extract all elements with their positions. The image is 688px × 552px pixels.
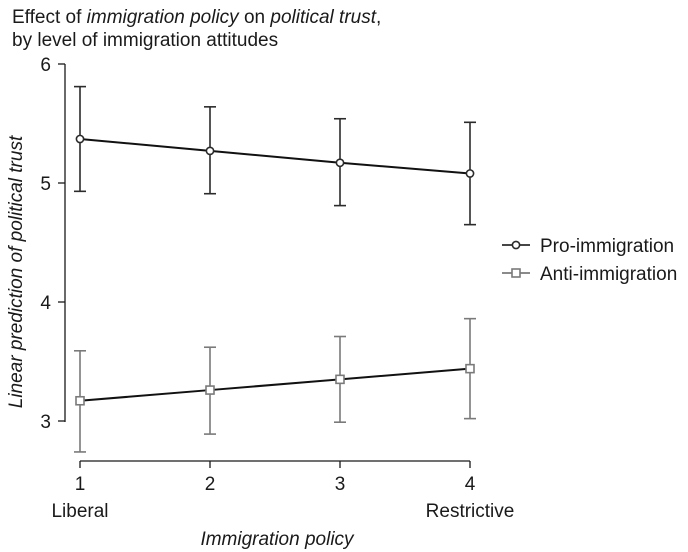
x-tick-sublabel: Liberal xyxy=(51,501,108,522)
y-tick-label: 6 xyxy=(40,55,51,76)
data-point-marker xyxy=(465,169,475,178)
y-tick-label: 3 xyxy=(40,412,51,433)
x-tick-label: 4 xyxy=(465,474,476,495)
y-axis-title-emphasis: political trust xyxy=(6,135,27,242)
title-run-3: political trust xyxy=(269,7,376,28)
legend-item: Pro-immigration xyxy=(502,236,674,257)
chart-title-line-1: Effect of immigration policy on politica… xyxy=(12,7,381,28)
legend-label: Pro-immigration xyxy=(540,236,674,257)
x-tick-label: 3 xyxy=(335,474,346,495)
title-run-0: Effect of xyxy=(12,7,87,28)
x-tick-label: 1 xyxy=(75,474,86,495)
legend-marker xyxy=(511,268,521,278)
data-point-marker xyxy=(205,385,215,395)
series-anti-immigration xyxy=(74,317,476,453)
x-tick-sublabel: Restrictive xyxy=(426,501,515,522)
legend-label: Anti-immigration xyxy=(540,264,677,285)
y-axis-ticks: 3 4 5 6 xyxy=(40,55,65,433)
chart-title-line-2: by level of immigration attitudes xyxy=(12,30,278,51)
y-axis-title-prefix: Linear prediction of xyxy=(6,241,27,408)
data-point-marker xyxy=(465,363,475,374)
legend-marker xyxy=(511,240,521,250)
y-axis-title: Linear prediction of political trust xyxy=(6,135,27,408)
series-line xyxy=(79,367,471,402)
data-point-marker xyxy=(335,158,345,168)
x-axis-title: Immigration policy xyxy=(200,529,355,550)
title-run-1: immigration policy xyxy=(87,7,241,28)
series-pro-immigration xyxy=(74,85,476,226)
data-point-marker xyxy=(335,374,345,385)
chart-title: Effect of immigration policy on politica… xyxy=(12,7,381,51)
title-run-4: , xyxy=(376,7,381,28)
x-axis-ticks: 1 Liberal 2 3 4 Restrictive xyxy=(51,461,514,522)
series-line xyxy=(79,137,471,175)
legend-item: Anti-immigration xyxy=(502,264,677,285)
plot-series xyxy=(74,85,476,453)
chart-legend: Pro-immigration Anti-immigration xyxy=(502,236,677,285)
data-point-marker xyxy=(75,395,85,406)
data-point-marker xyxy=(75,134,85,144)
title-run-2: on xyxy=(239,7,271,28)
data-point-marker xyxy=(205,146,215,156)
chart-axes xyxy=(64,64,470,462)
y-tick-label: 4 xyxy=(40,293,51,314)
y-tick-label: 5 xyxy=(40,174,51,195)
x-tick-label: 2 xyxy=(205,474,216,495)
